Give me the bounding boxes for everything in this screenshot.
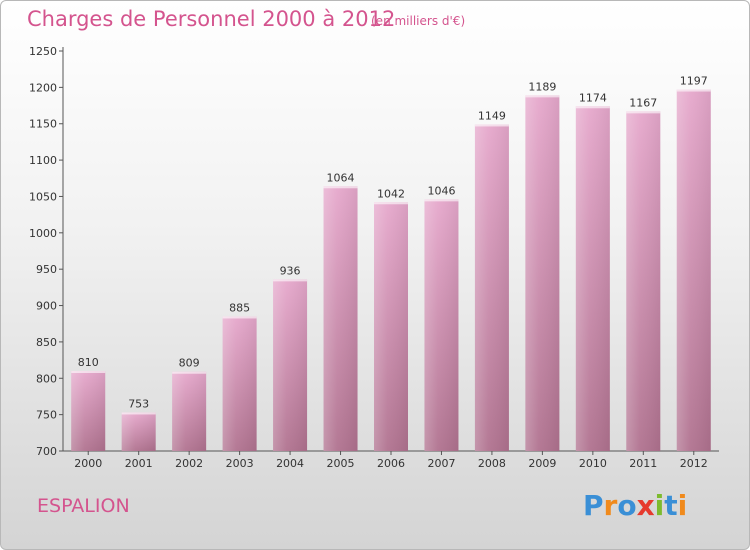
x-tick-label: 2007 — [427, 457, 455, 470]
bar-top-highlight — [121, 412, 156, 415]
logo-letter: o — [617, 489, 637, 522]
y-tick-label: 1250 — [29, 45, 57, 58]
x-tick-label: 2004 — [276, 457, 304, 470]
bar-shine — [474, 124, 509, 452]
bar-shine — [575, 106, 610, 451]
bar-top-highlight — [575, 106, 610, 109]
logo-letter: r — [603, 489, 618, 522]
bar-shine — [273, 279, 308, 451]
data-label: 1046 — [427, 184, 455, 197]
bar-shine — [71, 371, 106, 451]
bar-top-highlight — [273, 279, 308, 282]
proxiti-logo: Proxiti — [583, 489, 687, 522]
bar-shine — [374, 202, 408, 451]
data-label: 936 — [280, 264, 301, 277]
logo-letter: i — [677, 489, 688, 522]
bar-top-highlight — [676, 89, 711, 92]
y-tick-label: 900 — [36, 300, 57, 313]
data-label: 1042 — [377, 187, 405, 200]
chart-subtitle: (en milliers d'€) — [371, 14, 466, 28]
x-tick-label: 2009 — [528, 457, 556, 470]
bar-shine — [222, 316, 257, 451]
logo-letter: t — [664, 489, 678, 522]
x-tick-label: 2012 — [680, 457, 708, 470]
data-label: 1174 — [579, 91, 607, 104]
y-tick-label: 1050 — [29, 190, 57, 203]
chart-title: Charges de Personnel 2000 à 2012 — [27, 7, 396, 31]
y-tick-label: 850 — [36, 336, 57, 349]
data-label: 753 — [128, 397, 149, 410]
logo-letter: x — [636, 489, 655, 522]
x-tick-label: 2001 — [125, 457, 153, 470]
bar-shine — [676, 89, 711, 451]
bar-shine — [323, 186, 358, 452]
logo-letter: i — [654, 489, 665, 522]
bar-shine — [424, 199, 459, 451]
y-tick-label: 700 — [36, 445, 57, 458]
bar-shine — [172, 371, 207, 451]
bar-top-highlight — [172, 371, 207, 374]
x-tick-label: 2010 — [579, 457, 607, 470]
x-tick-label: 2000 — [74, 457, 102, 470]
bar-top-highlight — [474, 124, 509, 127]
x-tick-label: 2002 — [175, 457, 203, 470]
logo-letter: P — [583, 489, 604, 522]
commune-name: ESPALION — [37, 495, 130, 517]
bar-top-highlight — [323, 186, 358, 189]
data-label: 810 — [78, 356, 99, 369]
data-label: 1197 — [680, 75, 708, 88]
x-tick-label: 2003 — [226, 457, 254, 470]
bar-shine — [121, 412, 156, 451]
y-tick-label: 1200 — [29, 81, 57, 94]
data-label: 1149 — [478, 109, 506, 122]
bar-shine — [525, 95, 560, 451]
x-tick-label: 2008 — [478, 457, 506, 470]
data-label: 1064 — [327, 171, 355, 184]
data-label: 1167 — [629, 96, 657, 109]
bar-top-highlight — [525, 95, 560, 98]
y-tick-label: 1150 — [29, 118, 57, 131]
y-tick-label: 1000 — [29, 227, 57, 240]
x-tick-label: 2006 — [377, 457, 405, 470]
data-label: 1189 — [528, 80, 556, 93]
x-tick-label: 2011 — [629, 457, 657, 470]
bar-top-highlight — [626, 111, 661, 114]
bar-top-highlight — [222, 316, 257, 319]
y-tick-label: 800 — [36, 372, 57, 385]
bar-top-highlight — [374, 202, 408, 205]
bar-top-highlight — [424, 199, 459, 202]
data-label: 885 — [229, 301, 250, 314]
y-tick-label: 750 — [36, 409, 57, 422]
bar-top-highlight — [71, 371, 106, 373]
data-label: 809 — [179, 357, 200, 370]
y-tick-label: 950 — [36, 263, 57, 276]
bar-shine — [626, 111, 661, 451]
x-tick-label: 2005 — [327, 457, 355, 470]
y-tick-label: 1100 — [29, 154, 57, 167]
